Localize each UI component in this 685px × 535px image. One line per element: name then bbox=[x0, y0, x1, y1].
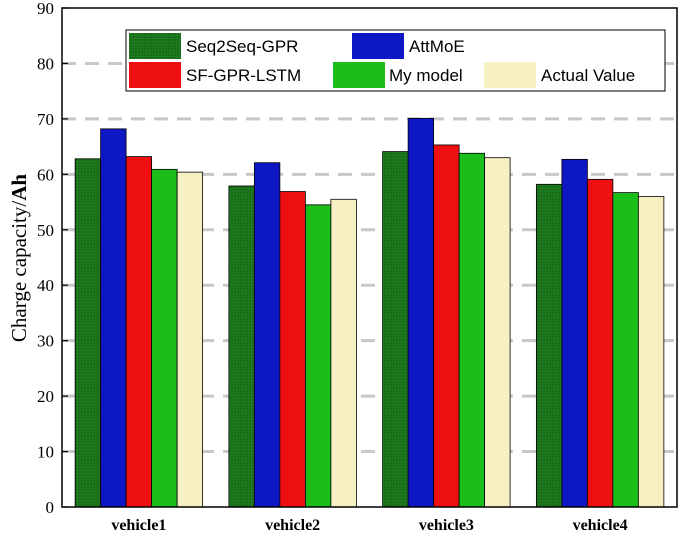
bar-seq2seq-gpr-vehicle3 bbox=[382, 151, 409, 508]
legend: Seq2Seq-GPR AttMoE SF-GPR-LSTM My model … bbox=[125, 29, 666, 92]
legend-swatch-actual-value bbox=[484, 62, 536, 88]
plot-frame bbox=[61, 7, 678, 508]
legend-label-sf-gpr-lstm: SF-GPR-LSTM bbox=[186, 66, 301, 85]
y-tick-label-40: 40 bbox=[37, 276, 54, 295]
bar-seq2seq-gpr-vehicle4 bbox=[535, 183, 563, 508]
y-axis-ticks: 0 10 20 30 40 50 60 70 80 90 bbox=[37, 0, 68, 517]
bar-my-model-vehicle3 bbox=[458, 152, 486, 508]
x-axis-categories: vehicle1 vehicle2 vehicle3 vehicle4 bbox=[111, 517, 627, 534]
bar-attmoe-vehicle4 bbox=[561, 158, 588, 508]
legend-swatch-sf-gpr-lstm bbox=[129, 62, 181, 88]
legend-label-seq2seq-gpr: Seq2Seq-GPR bbox=[186, 37, 298, 56]
y-tick-label-30: 30 bbox=[37, 332, 54, 351]
x-category-label-vehicle1: vehicle1 bbox=[111, 517, 166, 534]
legend-swatch-my-model bbox=[333, 62, 385, 88]
bar-sf-gpr-lstm-vehicle4 bbox=[586, 178, 614, 508]
x-category-label-vehicle4: vehicle4 bbox=[573, 517, 628, 534]
x-category-label-vehicle3: vehicle3 bbox=[419, 517, 474, 534]
bar-attmoe-vehicle2 bbox=[253, 162, 281, 508]
y-tick-label-80: 80 bbox=[37, 54, 54, 73]
y-tick-label-10: 10 bbox=[37, 443, 54, 462]
bar-actual-value-vehicle2 bbox=[330, 198, 357, 508]
y-tick-label-60: 60 bbox=[37, 165, 54, 184]
legend-swatch-attmoe bbox=[352, 33, 404, 59]
bar-sf-gpr-lstm-vehicle3 bbox=[433, 144, 460, 508]
y-tick-label-50: 50 bbox=[37, 221, 54, 240]
bar-seq2seq-gpr-vehicle1 bbox=[74, 158, 102, 508]
bars bbox=[74, 117, 665, 508]
y-axis-label: Charge capacity/Ah bbox=[7, 174, 31, 342]
bar-actual-value-vehicle4 bbox=[637, 196, 665, 508]
bar-sf-gpr-lstm-vehicle2 bbox=[279, 191, 306, 508]
bar-attmoe-vehicle1 bbox=[100, 128, 127, 508]
legend-label-my-model: My model bbox=[389, 66, 463, 85]
bar-my-model-vehicle1 bbox=[151, 168, 178, 508]
bar-my-model-vehicle4 bbox=[612, 192, 639, 508]
bar-actual-value-vehicle3 bbox=[484, 157, 511, 508]
bar-attmoe-vehicle3 bbox=[407, 117, 435, 508]
y-tick-label-0: 0 bbox=[46, 498, 55, 517]
bar-sf-gpr-lstm-vehicle1 bbox=[125, 156, 153, 508]
bar-seq2seq-gpr-vehicle2 bbox=[228, 185, 255, 508]
x-category-label-vehicle2: vehicle2 bbox=[265, 517, 320, 534]
legend-label-actual-value: Actual Value bbox=[541, 66, 635, 85]
y-tick-label-20: 20 bbox=[37, 387, 54, 406]
y-tick-label-90: 90 bbox=[37, 0, 54, 18]
y-tick-label-70: 70 bbox=[37, 110, 54, 129]
legend-label-attmoe: AttMoE bbox=[409, 37, 465, 56]
y-axis-label-unit: Ah bbox=[7, 174, 31, 201]
y-axis-label-prefix: Charge capacity/ bbox=[7, 201, 31, 342]
legend-swatch-seq2seq-gpr bbox=[129, 33, 181, 59]
bar-my-model-vehicle2 bbox=[304, 204, 332, 508]
bar-actual-value-vehicle1 bbox=[176, 171, 204, 508]
